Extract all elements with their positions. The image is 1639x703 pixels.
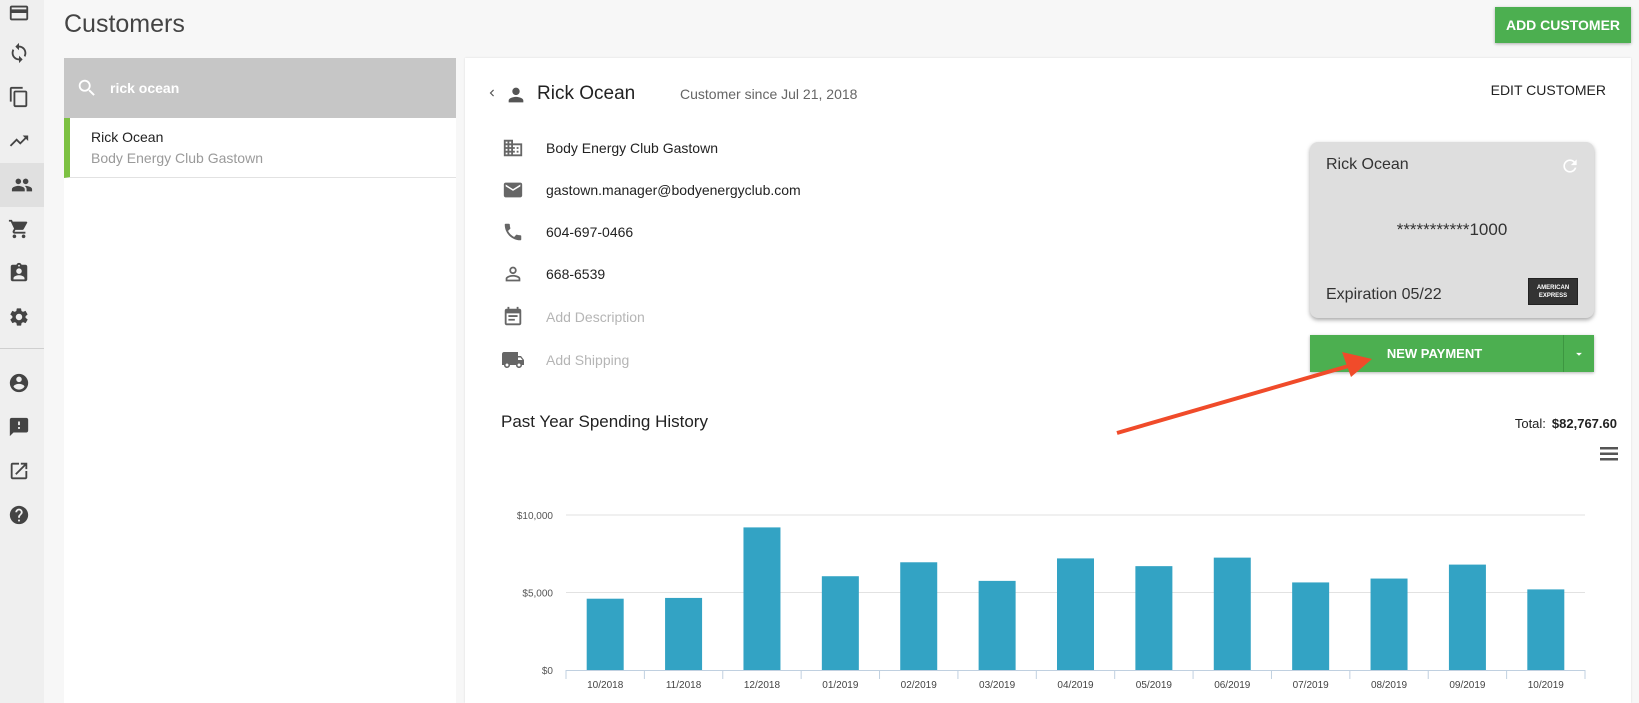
chart-menu-icon[interactable] [1600,446,1618,467]
x-tick-label: 08/2019 [1371,680,1408,691]
bar [978,580,1016,670]
business-icon [501,137,525,159]
phone-icon [501,221,525,243]
people-icon[interactable] [0,163,44,207]
chevron-left-icon[interactable] [485,86,499,105]
company-row: Body Energy Club Gastown [501,137,718,159]
assignment-ind-icon[interactable] [6,260,32,286]
bar [1213,557,1251,670]
gear-icon[interactable] [6,304,32,330]
new-payment-split-button: NEW PAYMENT [1310,335,1594,372]
amex-logo-line1: AMERICAN [1536,284,1570,291]
email-value: gastown.manager@bodyenergyclub.com [546,182,801,198]
description-row[interactable]: Add Description [501,306,645,328]
bar [821,576,859,670]
bar [1292,582,1330,670]
total-value: $82,767.60 [1551,416,1617,431]
new-payment-button[interactable]: NEW PAYMENT [1310,335,1564,372]
shipping-row[interactable]: Add Shipping [501,348,629,372]
x-tick-label: 07/2019 [1293,680,1330,691]
edit-customer-button[interactable]: EDIT CUSTOMER [1490,82,1606,98]
person-outline-icon [501,263,525,285]
x-tick-label: 09/2019 [1449,680,1486,691]
bar [1527,589,1565,670]
caret-down-icon [1576,352,1582,356]
bar [900,562,938,670]
card-holder: Rick Ocean [1326,156,1409,173]
phone-value: 604-697-0466 [546,224,634,240]
bar [665,597,703,670]
amex-logo-line2: EXPRESS [1538,292,1568,299]
open-in-new-icon[interactable] [6,458,32,484]
amex-logo: AMERICAN EXPRESS [1528,278,1578,305]
phone-row: 604-697-0466 [501,221,633,243]
add-description-link[interactable]: Add Description [546,309,645,325]
email-row: gastown.manager@bodyenergyclub.com [501,179,801,201]
help-icon[interactable] [6,502,32,528]
trending-up-icon[interactable] [6,128,32,154]
x-tick-label: 06/2019 [1214,680,1251,691]
bar [1057,558,1094,670]
total-label: Total: [1514,416,1546,431]
email-icon [501,179,525,201]
x-tick-label: 01/2019 [822,680,859,691]
rail-divider [0,348,44,349]
side-nav [0,0,44,703]
bar [1370,578,1408,670]
customer-id-row: 668-6539 [501,263,605,285]
sync-icon[interactable] [6,40,32,66]
search-icon [78,79,95,96]
customer-since: Customer since Jul 21, 2018 [680,86,858,102]
x-tick-label: 10/2018 [587,680,624,691]
customer-id-value: 668-6539 [546,266,606,282]
card-expiration: Expiration 05/22 [1326,286,1442,303]
person-icon [505,84,527,111]
feedback-icon[interactable] [6,414,32,440]
search-input[interactable]: rick ocean [110,80,180,96]
customer-company: Body Energy Club Gastown [91,150,263,166]
page-title: Customers [64,10,185,38]
customer-list-panel: rick ocean Rick Ocean Body Energy Club G… [64,58,456,703]
customer-detail-panel: Rick Ocean Customer since Jul 21, 2018 E… [465,58,1631,703]
bar [586,598,624,670]
x-tick-label: 05/2019 [1136,680,1173,691]
cart-icon[interactable] [6,216,32,242]
add-customer-button[interactable]: ADD CUSTOMER [1495,7,1631,43]
copy-icon[interactable] [6,84,32,110]
chart-title: Past Year Spending History [501,412,708,431]
x-tick-label: 03/2019 [979,680,1016,691]
event-note-icon [501,306,525,328]
credit-card-panel: Rick Ocean ***********1000 Expiration 05… [1310,142,1594,318]
x-tick-label: 04/2019 [1057,680,1094,691]
company-value: Body Energy Club Gastown [546,140,718,156]
x-tick-label: 10/2019 [1528,680,1565,691]
customer-list-item[interactable]: Rick Ocean Body Energy Club Gastown [64,118,456,178]
add-shipping-link[interactable]: Add Shipping [546,352,630,368]
truck-icon [501,348,525,372]
x-tick-label: 12/2018 [744,680,781,691]
spending-bar-chart: $0 $5,000 $10,000 10/2018 11/2018 12/2018 01/2… [517,511,1586,691]
y-tick-label: $0 [542,666,554,677]
customer-name: Rick Ocean [91,129,164,145]
account-circle-icon[interactable] [6,370,32,396]
bar [743,527,781,670]
search-bar[interactable]: rick ocean [64,58,456,118]
bar [1448,564,1486,670]
card-number: ***********1000 [1396,220,1508,239]
customer-title: Rick Ocean [537,83,636,104]
x-tick-label: 11/2018 [666,680,702,691]
y-tick-label: $10,000 [517,511,554,522]
total-amount: Total: $82,767.60 [1515,416,1617,431]
bar [1135,566,1173,670]
refresh-icon[interactable] [1560,156,1580,181]
credit-card-icon[interactable] [6,0,32,26]
y-tick-label: $5,000 [522,589,553,600]
payment-dropdown-toggle[interactable] [1564,335,1594,372]
x-tick-label: 02/2019 [901,680,938,691]
